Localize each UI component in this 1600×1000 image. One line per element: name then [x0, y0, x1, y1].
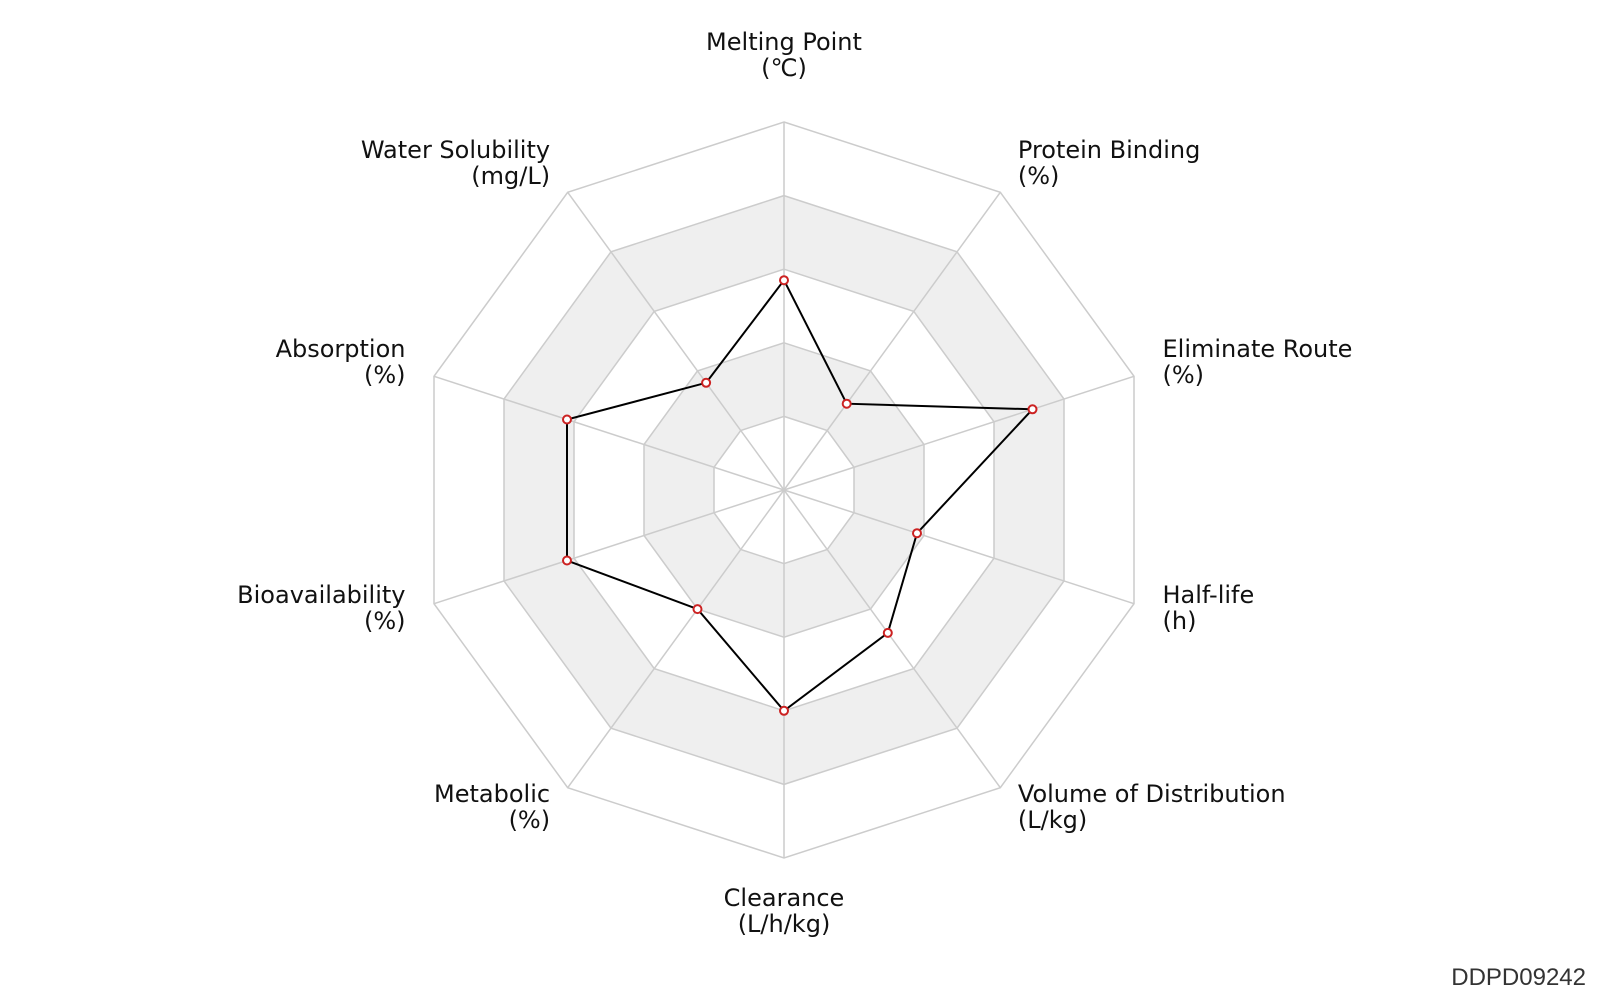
axis-label-unit: (%): [1163, 361, 1205, 389]
axis-label-8: Absorption(%): [276, 335, 406, 389]
axis-label-name: Protein Binding: [1018, 136, 1200, 164]
axis-label-1: Protein Binding(%): [1018, 136, 1200, 190]
axis-label-7: Bioavailability(%): [237, 581, 405, 635]
axis-label-4: Volume of Distribution(L/kg): [1018, 780, 1286, 834]
axis-label-name: Absorption: [276, 335, 406, 363]
axis-spoke-6: [567, 489, 785, 789]
axis-label-3: Half-life(h): [1163, 581, 1255, 635]
axis-label-unit: (℃): [761, 54, 807, 82]
axis-label-unit: (L/kg): [1018, 806, 1087, 834]
axis-label-name: Water Solubility: [361, 136, 550, 164]
data-point-7: [562, 555, 572, 566]
data-point-4: [882, 627, 893, 638]
axis-spoke-8: [433, 375, 785, 491]
axis-label-unit: (%): [509, 806, 551, 834]
axis-label-unit: (mg/L): [471, 162, 550, 190]
axis-labels: Melting Point(℃)Protein Binding(%)Elimin…: [237, 28, 1352, 938]
data-point-3: [912, 528, 922, 539]
axis-spoke-7: [433, 489, 785, 605]
axis-label-unit: (L/h/kg): [738, 910, 831, 938]
data-series: [562, 275, 1038, 716]
axis-label-5: Clearance(L/h/kg): [724, 884, 845, 938]
axis-label-unit: (%): [1018, 162, 1060, 190]
axis-label-name: Half-life: [1163, 581, 1255, 609]
axis-spoke-4: [783, 489, 1001, 789]
data-point-9: [701, 377, 712, 388]
axis-label-name: Bioavailability: [237, 581, 405, 609]
axis-label-unit: (%): [364, 361, 406, 389]
axis-spoke-9: [567, 191, 785, 491]
axis-spoke-1: [783, 191, 1001, 491]
axis-spoke-3: [783, 489, 1135, 605]
watermark-code: DDPD09242: [1451, 964, 1586, 991]
axis-spokes: [433, 122, 1135, 858]
axis-spoke-2: [783, 375, 1135, 491]
axis-label-name: Clearance: [724, 884, 845, 912]
axis-label-6: Metabolic(%): [434, 780, 550, 834]
data-point-1: [841, 398, 852, 409]
axis-label-2: Eliminate Route(%): [1163, 335, 1353, 389]
axis-label-unit: (%): [364, 607, 406, 635]
data-point-0: [779, 275, 789, 286]
axis-label-name: Eliminate Route: [1163, 335, 1353, 363]
data-point-8: [562, 414, 572, 425]
axis-label-9: Water Solubility(mg/L): [361, 136, 550, 190]
axis-label-name: Metabolic: [434, 780, 550, 808]
axis-label-0: Melting Point(℃): [706, 28, 862, 82]
data-point-2: [1027, 404, 1038, 415]
axis-label-unit: (h): [1163, 607, 1197, 635]
axis-label-name: Volume of Distribution: [1018, 780, 1286, 808]
axis-label-name: Melting Point: [706, 28, 862, 56]
data-point-5: [779, 705, 789, 716]
data-point-6: [692, 604, 703, 615]
